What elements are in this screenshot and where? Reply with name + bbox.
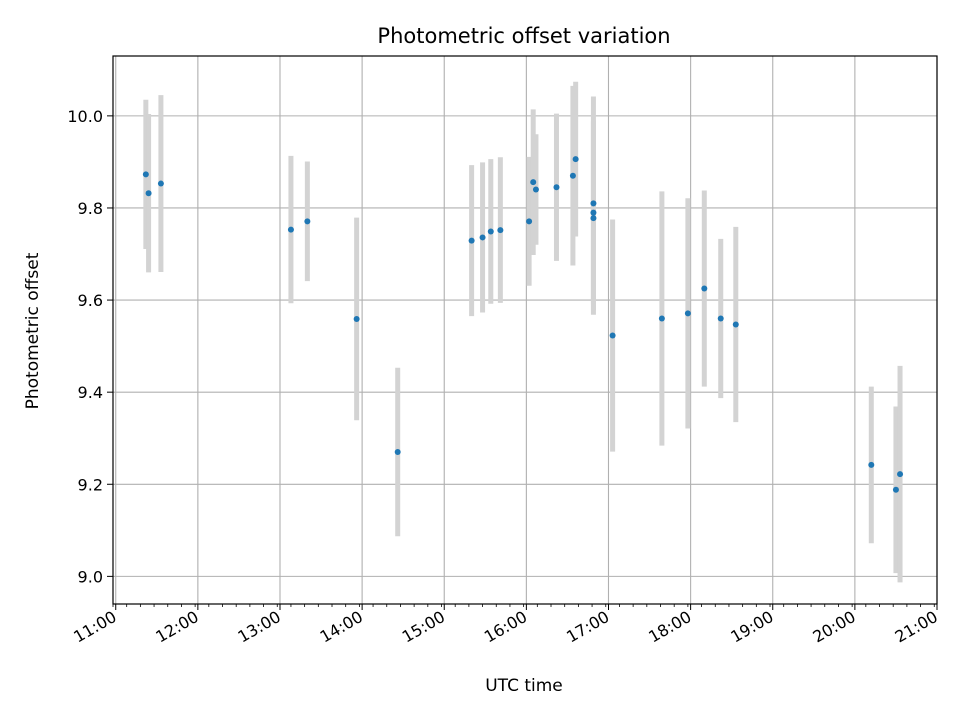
data-point <box>732 321 739 328</box>
data-point <box>304 218 311 225</box>
x-tick-label: 16:00 <box>481 607 530 647</box>
data-point <box>868 461 875 468</box>
x-axis-ticks: 11:00 12:00 13:00 14:00 15:00 16:00 17:00 18:00… <box>70 604 941 647</box>
x-tick-label: 12:00 <box>152 607 201 647</box>
data-point <box>569 172 576 179</box>
data-point <box>157 180 164 187</box>
x-tick-label: 17:00 <box>563 607 612 647</box>
y-tick-label: 9.0 <box>78 567 103 586</box>
x-tick-label: 19:00 <box>727 607 776 647</box>
x-tick-label: 11:00 <box>70 607 119 647</box>
x-tick-label: 15:00 <box>399 607 448 647</box>
y-axis-ticks: 9.0 9.2 9.4 9.6 9.8 10.0 <box>67 107 113 586</box>
data-point <box>353 315 360 322</box>
data-point <box>142 171 149 178</box>
data-point <box>658 315 665 322</box>
x-tick-label: 18:00 <box>645 607 694 647</box>
y-tick-label: 9.6 <box>78 291 103 310</box>
data-point <box>394 449 401 456</box>
data-point <box>530 179 537 186</box>
grid <box>113 56 938 604</box>
data-point <box>717 315 724 322</box>
x-tick-label: 20:00 <box>809 607 858 647</box>
x-axis-label: UTC time <box>485 676 563 696</box>
x-tick-label: 21:00 <box>892 607 941 647</box>
y-tick-label: 9.8 <box>78 199 103 218</box>
data-point <box>145 190 152 197</box>
y-tick-label: 9.4 <box>78 383 103 402</box>
data-point <box>609 332 616 339</box>
x-tick-label: 14:00 <box>317 607 366 647</box>
data-point <box>287 226 294 233</box>
data-point <box>701 285 708 292</box>
y-axis-label: Photometric offset <box>23 252 43 409</box>
data-points <box>142 156 904 493</box>
data-point <box>468 237 475 244</box>
error-bars <box>143 81 903 583</box>
chart-title: Photometric offset variation <box>377 24 670 48</box>
data-point <box>526 218 533 225</box>
data-point <box>590 215 597 222</box>
x-tick-label: 13:00 <box>235 607 284 647</box>
data-point <box>897 471 904 478</box>
data-point <box>497 227 504 234</box>
data-point <box>532 186 539 193</box>
plot-frame <box>112 55 938 605</box>
data-point <box>553 184 560 191</box>
data-point <box>684 310 691 317</box>
data-point <box>572 156 579 163</box>
data-point <box>487 228 494 235</box>
data-point <box>479 234 486 241</box>
data-point <box>590 200 597 207</box>
y-tick-label: 9.2 <box>78 475 103 494</box>
data-point <box>590 209 597 216</box>
y-tick-label: 10.0 <box>67 107 103 126</box>
data-point <box>892 486 899 493</box>
